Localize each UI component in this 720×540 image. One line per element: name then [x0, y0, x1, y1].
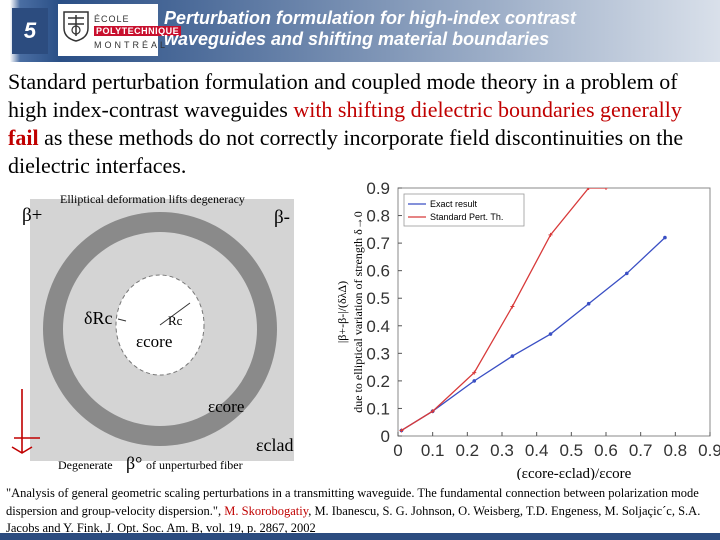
delta-rc-arrow — [117, 318, 127, 322]
x-axis-title: (εcore-εclad)/εcore — [517, 466, 632, 480]
data-point — [510, 304, 515, 309]
citation-text: "Analysis of general geometric scaling p… — [6, 485, 714, 538]
legend-label: Exact result — [430, 199, 478, 209]
degenerate-label: Degenerate — [58, 458, 113, 472]
y-tick-label: 0.3 — [366, 344, 390, 363]
seal-icon — [63, 11, 89, 42]
eps-clad-label: εclad — [256, 435, 294, 455]
eps-core-outer-label: εcore — [208, 397, 244, 416]
y-tick-label: 0.4 — [366, 317, 390, 336]
x-tick-label: 0.3 — [490, 441, 514, 460]
x-tick-label: 0.6 — [594, 441, 618, 460]
fiber-cross-section-diagram: Elliptical deformation lifts degeneracy … — [11, 192, 294, 473]
rc-radius-line — [159, 302, 191, 326]
y-tick-label: 0.2 — [366, 372, 390, 391]
data-point — [604, 188, 608, 190]
y-tick-label: 0 — [381, 427, 390, 446]
slide-title: Perturbation formulation for high-index … — [164, 8, 714, 50]
data-point — [548, 232, 553, 237]
x-tick-label: 0.8 — [664, 441, 688, 460]
line-chart: 0 0.1 0.2 0.3 0.4 0.5 0.6 0.7 0.8 0.9 0 0.1 0.2 0.3 0.… — [335, 179, 720, 482]
logo-text-ecole: ÉCOLE — [94, 14, 130, 24]
unperturbed-label: of unperturbed fiber — [146, 458, 243, 472]
citation-author-highlight: M. Skorobogatiy — [224, 503, 309, 518]
y-tick-label: 0.9 — [366, 179, 390, 198]
beta-plus-label: β+ — [22, 205, 42, 226]
chart-container: 0 0.1 0.2 0.3 0.4 0.5 0.6 0.7 0.8 0.9 0 0.1 0.2 0.3 0.… — [312, 178, 720, 482]
y-tick-label: 0.7 — [366, 234, 390, 253]
logo-text-montreal: MONTRÉAL — [94, 40, 169, 50]
series-1 — [399, 188, 608, 433]
intro-part1: Standard perturbation formulation and co… — [8, 69, 538, 94]
intro-part2: in a problem of high index-contrast wave… — [8, 69, 678, 122]
slide-title-line1: Perturbation formulation for high-index … — [164, 8, 577, 28]
x-tick-label: 0.9 — [698, 441, 720, 460]
y-axis-title-line2: due to elliptical variation of strength … — [351, 211, 365, 413]
data-point — [548, 332, 553, 336]
school-logo: ÉCOLE POLYTECHNIQUE MONTRÉAL — [58, 4, 182, 56]
intro-part5: as these methods do not correctly incorp… — [8, 125, 684, 178]
eps-core-inner-label: εcore — [136, 332, 172, 351]
data-point — [510, 354, 515, 358]
rc-label: Rc — [168, 313, 183, 328]
degenerate-axis-icon — [11, 389, 40, 454]
citation-part3: , M. Ibanescu, S. G. Johnson, O. Weisber… — [6, 503, 701, 536]
beta-minus-label: β- — [274, 207, 290, 228]
y-tick-label: 0.1 — [366, 399, 390, 418]
logo-text-polytechnique: POLYTECHNIQUE — [94, 26, 182, 36]
data-point — [586, 301, 591, 306]
citation-part1: "Analysis of general geometric scaling p… — [6, 486, 699, 518]
beta-zero-label: β° — [126, 453, 142, 473]
footer-bar — [0, 533, 720, 540]
diagram-top-label: Elliptical deformation lifts degeneracy — [60, 192, 245, 206]
legend-box — [403, 193, 525, 227]
x-tick-label: 0.1 — [421, 441, 445, 460]
x-tick-label: 0.4 — [525, 441, 549, 460]
intro-paragraph: Standard perturbation formulation and co… — [8, 68, 714, 180]
x-tick-label: 0.2 — [456, 441, 480, 460]
data-point — [399, 428, 404, 433]
y-axis-title-line1: |β+-β-|/(δλΔ) — [335, 281, 349, 343]
slide-number: 5 — [23, 18, 37, 43]
y-tick-label: 0.8 — [366, 207, 390, 226]
intro-part3-highlight: with shifting dielectric boundaries gene… — [293, 97, 682, 122]
intro-fail-highlight: fail — [8, 125, 39, 150]
x-tick-label: 0 — [393, 441, 402, 460]
x-tick-label: 0.5 — [560, 441, 584, 460]
y-tick-label: 0.6 — [366, 262, 390, 281]
slide-header: 5 ÉCOLE POLYTECHNIQUE MONTRÉAL Perturbat… — [0, 0, 720, 62]
data-point — [472, 370, 477, 375]
data-point — [625, 271, 629, 276]
x-tick-label: 0.7 — [629, 441, 653, 460]
slide-title-line2: waveguides and shifting material boundar… — [164, 29, 550, 49]
data-point — [472, 379, 477, 383]
data-point — [430, 409, 435, 414]
delta-rc-label: δRc — [84, 308, 112, 328]
legend-label: Standard Pert. Th. — [430, 212, 503, 222]
data-point — [586, 188, 591, 190]
series-line — [401, 237, 666, 432]
y-tick-label: 0.5 — [366, 289, 390, 308]
data-point — [663, 235, 667, 240]
slide-number-box: 5 — [12, 8, 48, 54]
